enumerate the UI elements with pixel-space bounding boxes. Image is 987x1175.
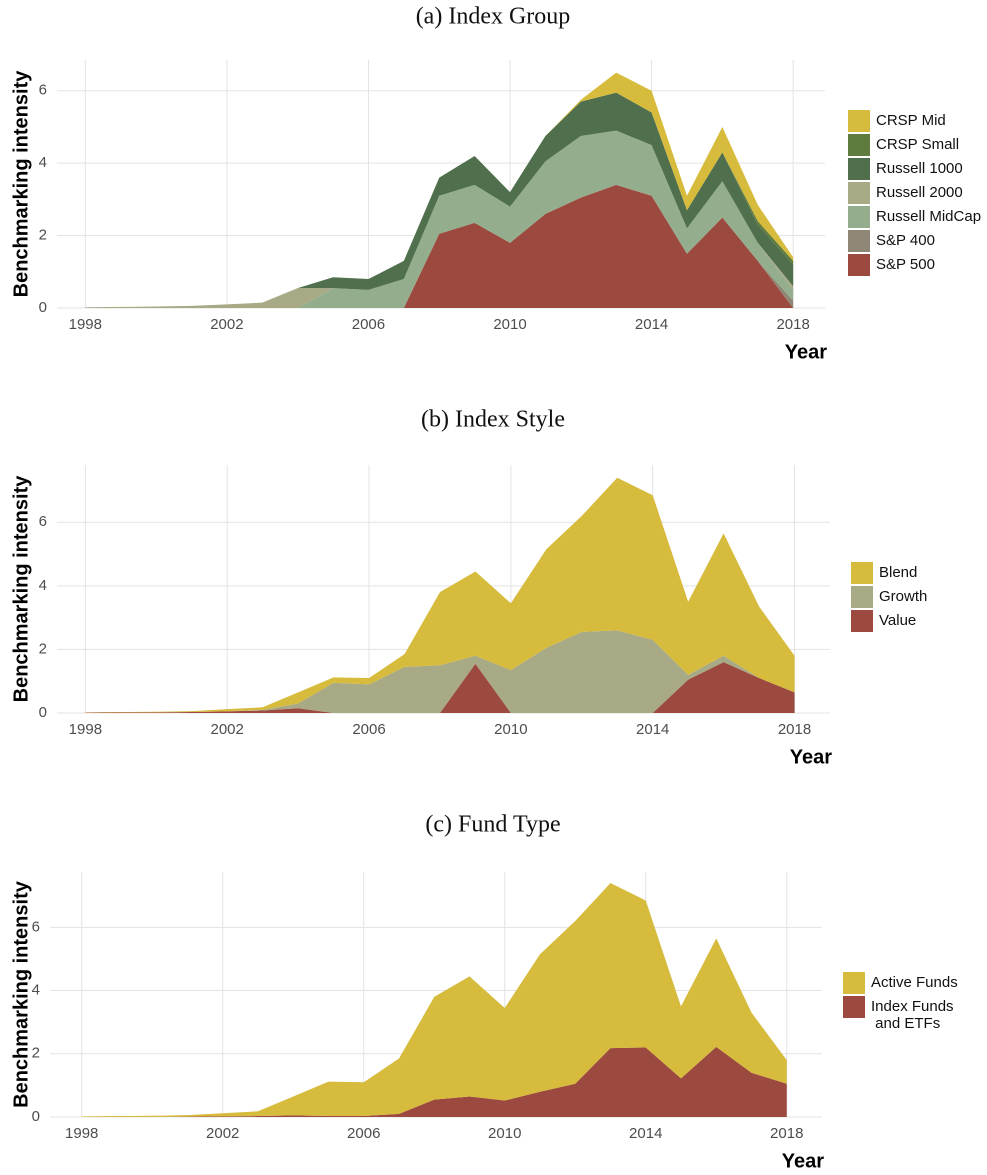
legend-label: Value (879, 612, 917, 629)
y-tick-label: 6 (39, 82, 47, 99)
legend-swatch (848, 206, 870, 228)
legend-item: Active Funds (843, 972, 958, 994)
chart-title: (b) Index Style (421, 407, 565, 433)
y-tick-label: 0 (39, 299, 47, 316)
legend-swatch (843, 972, 865, 994)
legend-swatch (848, 158, 870, 180)
area (85, 477, 795, 713)
chart-title: (a) Index Group (416, 4, 571, 30)
legend-item: Russell 2000 (848, 182, 981, 204)
y-tick-label: 6 (32, 918, 40, 935)
x-tick-label: 2010 (494, 721, 527, 738)
legend-label: Russell MidCap (876, 208, 982, 225)
x-tick-label: 2002 (206, 1125, 239, 1142)
legend-swatch (851, 610, 873, 632)
x-tick-label: 2014 (629, 1125, 662, 1142)
x-tick-label: 2018 (770, 1125, 803, 1142)
x-tick-label: 2002 (210, 316, 243, 333)
x-tick-label: 1998 (69, 721, 102, 738)
legend-swatch (848, 254, 870, 276)
legend-label: Blend (879, 564, 918, 581)
x-tick-label: 2018 (778, 721, 811, 738)
chart-title: (c) Fund Type (425, 812, 560, 838)
legend-label: Russell 2000 (876, 184, 963, 201)
legend-item: Value (851, 610, 927, 632)
legend: Active Funds Index Funds and ETFs (843, 972, 958, 1034)
legend-swatch (843, 996, 865, 1018)
x-tick-label: 1998 (65, 1125, 98, 1142)
legend-label: Russell 1000 (876, 160, 963, 177)
legend-swatch (848, 182, 870, 204)
legend: Blend Growth Value (851, 562, 927, 634)
legend-item: Growth (851, 586, 927, 608)
x-tick-label: 2006 (352, 721, 385, 738)
x-tick-label: 1998 (69, 316, 102, 333)
y-tick-label: 6 (39, 513, 47, 530)
area (85, 184, 794, 308)
x-tick-label: 2006 (352, 316, 385, 333)
y-tick-label: 4 (32, 982, 40, 999)
x-axis-label: Year (782, 1150, 824, 1172)
legend-label: Index Funds and ETFs (871, 998, 954, 1032)
x-axis-label: Year (785, 341, 827, 363)
legend-swatch (848, 110, 870, 132)
x-tick-label: 2014 (636, 721, 669, 738)
y-tick-label: 2 (39, 227, 47, 244)
y-axis-label: Benchmarking intensity (10, 475, 32, 703)
y-tick-label: 2 (39, 640, 47, 657)
area (81, 883, 787, 1117)
legend-item: Blend (851, 562, 927, 584)
legend-item: S&P 500 (848, 254, 981, 276)
y-tick-label: 4 (39, 577, 47, 594)
legend-item: CRSP Mid (848, 110, 981, 132)
x-tick-label: 2010 (488, 1125, 521, 1142)
y-tick-label: 0 (32, 1108, 40, 1125)
legend: CRSP Mid CRSP Small Russell 1000 Russell 20… (848, 110, 981, 278)
legend-label: S&P 500 (876, 256, 935, 273)
y-axis-label: Benchmarking intensity (10, 70, 32, 298)
x-tick-label: 2006 (347, 1125, 380, 1142)
legend-item: Index Funds and ETFs (843, 996, 958, 1032)
legend-label: CRSP Mid (876, 112, 946, 129)
area (85, 630, 795, 713)
legend-label: Active Funds (871, 974, 958, 991)
legend-label: Growth (879, 588, 928, 605)
x-tick-label: 2018 (776, 316, 809, 333)
legend-swatch (851, 562, 873, 584)
legend-swatch (848, 134, 870, 156)
legend-label: S&P 400 (876, 232, 935, 249)
area (85, 662, 795, 713)
x-tick-label: 2002 (211, 721, 244, 738)
y-tick-label: 4 (39, 154, 47, 171)
legend-item: Russell 1000 (848, 158, 981, 180)
legend-swatch (848, 230, 870, 252)
legend-swatch (851, 586, 873, 608)
area (85, 130, 794, 308)
y-tick-label: 2 (32, 1045, 40, 1062)
legend-label: CRSP Small (876, 136, 960, 153)
x-tick-label: 2014 (635, 316, 668, 333)
legend-item: Russell MidCap (848, 206, 981, 228)
y-tick-label: 0 (39, 704, 47, 721)
x-axis-label: Year (790, 746, 832, 768)
legend-item: CRSP Small (848, 134, 981, 156)
legend-item: S&P 400 (848, 230, 981, 252)
y-axis-label: Benchmarking intensity (10, 880, 32, 1108)
x-tick-label: 2010 (493, 316, 526, 333)
area (81, 1046, 787, 1117)
